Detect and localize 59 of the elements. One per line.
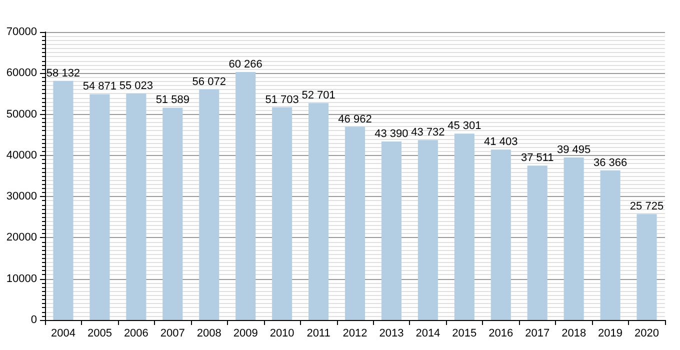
- x-tick-label: 2005: [87, 328, 112, 340]
- data-label: 52 701: [302, 90, 336, 102]
- y-tick-label: 40000: [6, 149, 37, 162]
- x-tick-label: 2011: [306, 328, 330, 340]
- data-label: 39 495: [556, 144, 591, 156]
- x-tick-label: 2008: [196, 328, 222, 340]
- data-label: 51 703: [265, 94, 299, 106]
- x-tick-label: 2004: [50, 328, 76, 340]
- bar: [636, 214, 657, 320]
- bar: [454, 134, 474, 320]
- bar: [199, 89, 220, 320]
- x-tick-label: 2015: [452, 328, 477, 340]
- y-tick-label: 20000: [6, 232, 37, 244]
- x-tick-label: 2010: [270, 328, 294, 340]
- y-tick-label: 60000: [6, 67, 37, 80]
- bar: [418, 140, 438, 320]
- x-tick-label: 2009: [233, 328, 258, 340]
- data-label: 46 962: [338, 113, 372, 126]
- bar: [126, 94, 146, 320]
- data-label: 45 301: [448, 120, 482, 132]
- x-tick-label: 2012: [342, 328, 368, 340]
- x-tick-label: 2014: [416, 328, 440, 340]
- bar: [527, 166, 548, 320]
- bar: [564, 158, 584, 320]
- data-label: 58 132: [46, 67, 80, 80]
- data-label: 43 732: [411, 126, 445, 139]
- data-label: 60 266: [228, 58, 262, 71]
- bar: [236, 72, 256, 320]
- x-tick-label: 2016: [488, 328, 514, 340]
- data-label: 37 511: [520, 152, 554, 164]
- data-label: 55 023: [119, 80, 154, 92]
- x-tick-label: 2019: [598, 328, 623, 340]
- data-label: 41 403: [484, 136, 518, 148]
- bar: [162, 108, 183, 320]
- x-tick-label: 2007: [160, 328, 185, 340]
- bar: [53, 80, 74, 320]
- data-label: 36 366: [593, 156, 628, 169]
- bar: [490, 150, 511, 320]
- data-label: 25 725: [630, 200, 664, 213]
- bar: [344, 126, 366, 320]
- y-tick-label: 70000: [6, 26, 37, 38]
- y-tick-label: 10000: [6, 272, 37, 285]
- data-label: 51 589: [156, 94, 190, 106]
- data-label: 54 871: [82, 80, 117, 93]
- y-tick-label: 0: [30, 314, 37, 326]
- bar: [90, 94, 110, 320]
- y-tick-label: 50000: [6, 108, 37, 120]
- y-tick-label: 30000: [6, 190, 37, 203]
- bar: [272, 107, 292, 320]
- bar: [381, 141, 402, 320]
- bar: [600, 170, 620, 320]
- data-label: 43 390: [374, 128, 408, 140]
- x-tick-label: 2013: [379, 328, 404, 340]
- data-label: 56 072: [192, 76, 226, 88]
- x-tick-label: 2017: [525, 328, 550, 340]
- bar: [308, 103, 329, 320]
- x-tick-label: 2020: [634, 328, 660, 340]
- x-tick-label: 2018: [562, 328, 586, 340]
- x-tick-label: 2006: [124, 328, 148, 340]
